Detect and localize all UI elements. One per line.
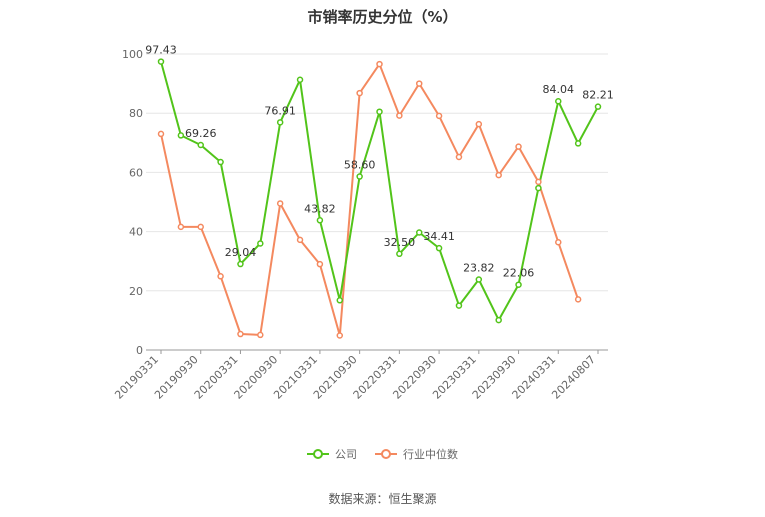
data-point bbox=[257, 331, 264, 339]
data-point bbox=[276, 200, 284, 207]
chart-title: 市销率历史分位（%） bbox=[307, 8, 458, 26]
data-label: 29.04 bbox=[225, 246, 257, 259]
data-point bbox=[257, 240, 264, 247]
data-point bbox=[574, 140, 582, 147]
data-point bbox=[396, 112, 403, 119]
data-point bbox=[555, 239, 562, 246]
data-point bbox=[455, 302, 463, 309]
axes: 0204060801002019033120190930202003312020… bbox=[112, 48, 608, 402]
data-point bbox=[495, 316, 502, 324]
data-point bbox=[316, 260, 324, 268]
data-point bbox=[157, 130, 165, 138]
legend-item-industry-median[interactable]: 行业中位数 bbox=[375, 446, 458, 462]
data-point bbox=[356, 89, 363, 97]
legend-item-company[interactable]: 公司 bbox=[307, 446, 357, 462]
y-tick-label: 60 bbox=[129, 166, 143, 179]
data-point bbox=[475, 276, 483, 283]
data-point bbox=[574, 296, 582, 303]
data-point bbox=[594, 103, 602, 110]
data-point bbox=[336, 332, 344, 339]
data-point bbox=[296, 76, 304, 84]
data-point bbox=[415, 229, 423, 236]
data-point bbox=[475, 120, 483, 128]
data-point bbox=[296, 236, 304, 244]
data-point bbox=[555, 97, 562, 105]
y-tick-label: 40 bbox=[129, 226, 143, 239]
data-point bbox=[237, 260, 244, 268]
data-point bbox=[276, 119, 284, 126]
data-point bbox=[237, 330, 244, 338]
legend-swatch-industry-median bbox=[375, 449, 397, 459]
data-point bbox=[396, 250, 403, 258]
data-point bbox=[197, 141, 204, 149]
data-labels: 97.43 69.26 29.04 76.91 43.82 58.60 32.50 34.41… bbox=[145, 44, 614, 280]
data-point bbox=[515, 143, 522, 150]
data-point bbox=[336, 297, 344, 304]
data-point bbox=[435, 244, 443, 252]
y-tick-label: 80 bbox=[129, 107, 143, 120]
data-label: 23.82 bbox=[463, 261, 495, 274]
grid-lines bbox=[146, 53, 608, 292]
data-point bbox=[455, 153, 463, 161]
data-point bbox=[495, 171, 502, 179]
data-point bbox=[535, 178, 542, 186]
source-note: 数据来源：恒生聚源 bbox=[328, 492, 437, 506]
data-label: 34.41 bbox=[423, 230, 455, 243]
data-label: 69.26 bbox=[185, 127, 217, 140]
series-lines bbox=[160, 61, 599, 337]
legend: 公司 行业中位数 bbox=[0, 446, 765, 462]
data-label: 97.43 bbox=[145, 44, 177, 57]
y-tick-label: 100 bbox=[122, 48, 143, 61]
x-tick-label: 20240807 bbox=[549, 353, 598, 402]
data-label: 84.04 bbox=[543, 83, 575, 96]
data-label: 58.60 bbox=[344, 159, 376, 172]
data-label: 43.82 bbox=[304, 202, 336, 215]
data-point bbox=[535, 184, 542, 192]
data-label: 76.91 bbox=[264, 104, 296, 117]
data-points bbox=[157, 58, 602, 339]
data-point bbox=[177, 223, 185, 231]
data-point bbox=[316, 217, 324, 224]
data-label: 82.21 bbox=[582, 89, 614, 102]
data-point bbox=[177, 132, 185, 139]
data-point bbox=[515, 281, 522, 288]
legend-label-company: 公司 bbox=[335, 448, 357, 461]
data-point bbox=[435, 112, 443, 120]
data-label: 32.50 bbox=[384, 236, 416, 249]
data-label: 22.06 bbox=[503, 267, 535, 280]
y-tick-label: 0 bbox=[136, 344, 143, 357]
data-point bbox=[356, 173, 363, 180]
y-tick-label: 20 bbox=[129, 285, 143, 298]
data-point bbox=[217, 158, 224, 166]
series-line-1 bbox=[160, 63, 580, 337]
data-point bbox=[157, 58, 165, 65]
series-line-0 bbox=[160, 61, 599, 322]
data-point bbox=[415, 80, 423, 87]
legend-label-industry-median: 行业中位数 bbox=[403, 448, 458, 461]
legend-swatch-company bbox=[307, 449, 329, 459]
data-point bbox=[376, 108, 383, 115]
data-point bbox=[376, 60, 383, 68]
data-point bbox=[217, 273, 224, 280]
data-point bbox=[197, 223, 204, 231]
